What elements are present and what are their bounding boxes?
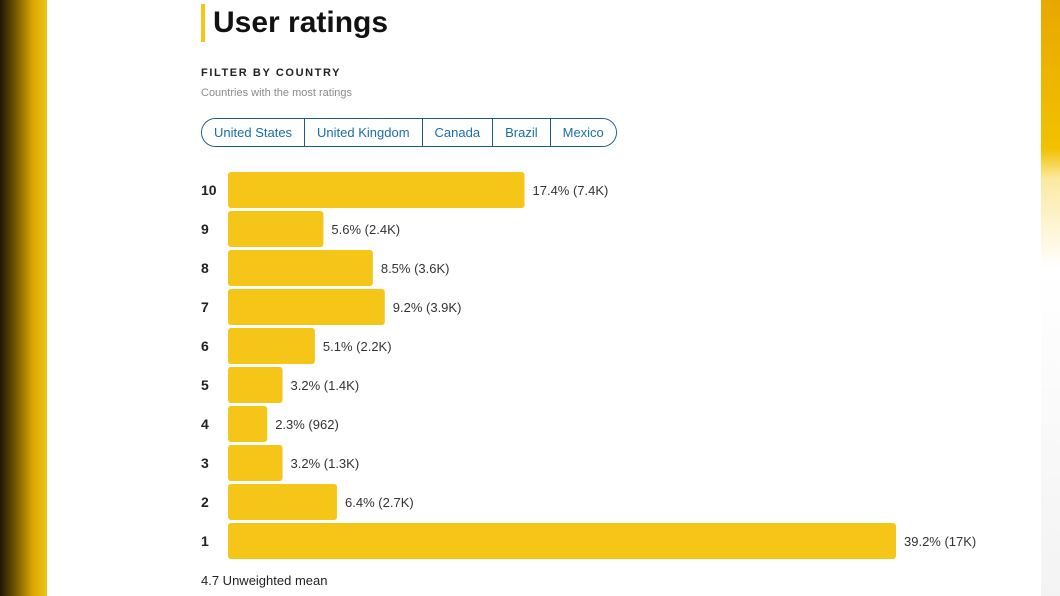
bar-value-label-5: 3.2% (1.4K) [291, 378, 360, 393]
filter-subtitle: Countries with the most ratings [201, 87, 353, 99]
right-background-edge [1041, 0, 1060, 596]
rating-label-10: 10 [201, 182, 217, 198]
country-button-mexico[interactable]: Mexico [550, 119, 616, 146]
bar-rating-8[interactable] [228, 250, 373, 286]
rating-label-6: 6 [201, 338, 209, 354]
rating-label-2: 2 [201, 494, 209, 510]
bar-value-label-6: 5.1% (2.2K) [323, 339, 392, 354]
bar-rating-9[interactable] [228, 211, 324, 247]
bar-rating-5[interactable] [228, 367, 283, 403]
filter-label: FILTER BY COUNTRY [201, 67, 342, 79]
bar-value-label-1: 39.2% (17K) [904, 534, 976, 549]
page-title: User ratings [213, 6, 389, 39]
country-button-canada[interactable]: Canada [422, 119, 494, 146]
left-background-edge [0, 0, 47, 596]
bar-value-label-8: 8.5% (3.6K) [381, 261, 450, 276]
bar-rating-4[interactable] [228, 406, 268, 442]
country-button-united-kingdom[interactable]: United Kingdom [305, 119, 423, 146]
country-button-united-states[interactable]: United States [202, 119, 306, 146]
bar-value-label-9: 5.6% (2.4K) [331, 222, 400, 237]
country-button-brazil[interactable]: Brazil [493, 119, 551, 146]
bar-rating-2[interactable] [228, 484, 338, 520]
rating-label-7: 7 [201, 299, 209, 315]
rating-label-8: 8 [201, 260, 209, 276]
bar-value-label-7: 9.2% (3.9K) [393, 300, 462, 315]
bar-rating-10[interactable] [228, 172, 525, 208]
rating-label-3: 3 [201, 455, 209, 471]
bar-value-label-4: 2.3% (962) [275, 417, 339, 432]
bar-value-label-3: 3.2% (1.3K) [291, 456, 360, 471]
bar-rating-3[interactable] [228, 445, 283, 481]
rating-label-5: 5 [201, 377, 209, 393]
bar-value-label-2: 6.4% (2.7K) [345, 495, 414, 510]
rating-label-1: 1 [201, 533, 209, 549]
bar-value-label-10: 17.4% (7.4K) [533, 183, 609, 198]
bar-rating-6[interactable] [228, 328, 315, 364]
rating-label-4: 4 [201, 416, 209, 432]
title-block: User ratings [201, 4, 388, 42]
country-filter-group: United States United Kingdom Canada Braz… [201, 118, 617, 147]
unweighted-mean: 4.7 Unweighted mean [201, 573, 328, 588]
bar-rating-7[interactable] [228, 289, 385, 325]
rating-label-9: 9 [201, 221, 209, 237]
bar-rating-1[interactable] [228, 523, 896, 559]
